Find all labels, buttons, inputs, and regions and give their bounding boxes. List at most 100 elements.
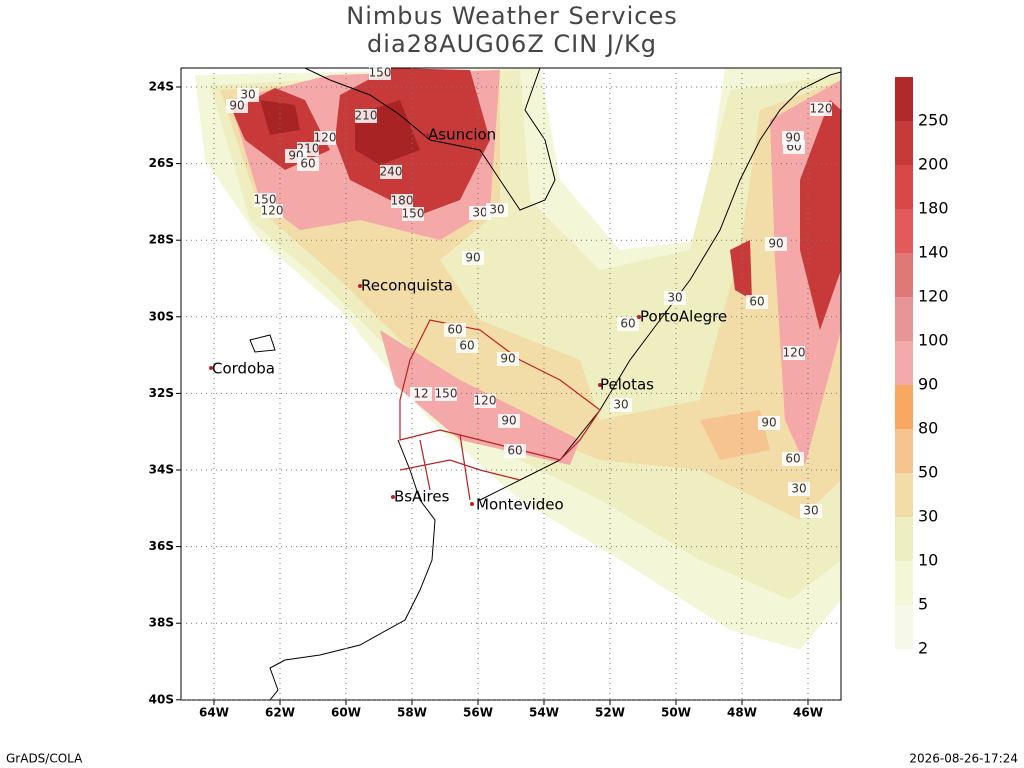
colorbar-box — [895, 77, 913, 121]
colorbar-box — [895, 209, 913, 253]
contour-label: 150 — [369, 66, 392, 80]
colorbar-box — [895, 253, 913, 297]
contour-label: 150 — [254, 193, 277, 207]
contour-label: 12 — [413, 387, 428, 401]
coastlines — [249, 68, 841, 700]
contour-label-bg — [435, 387, 457, 401]
lon-label: 48W — [727, 706, 757, 720]
contour-label-bg — [765, 237, 787, 251]
city-dot — [598, 383, 602, 387]
contour-label-bg — [800, 504, 822, 518]
colorbar-box — [895, 385, 913, 429]
contour-label: 90 — [465, 251, 480, 265]
lon-label: 60W — [331, 706, 361, 720]
lon-label: 62W — [265, 706, 295, 720]
colorbar-box — [895, 561, 913, 605]
contour-label-bg — [261, 204, 283, 218]
contour-label-bg — [254, 193, 276, 207]
title: Nimbus Weather Services — [346, 2, 677, 30]
colorbar-label: 100 — [918, 331, 949, 350]
subtitle: dia28AUG06Z CIN J/Kg — [367, 30, 657, 58]
footer-left: GrADS/COLA — [6, 752, 83, 766]
city-dot — [209, 366, 213, 370]
colorbar-box — [895, 605, 913, 649]
city-dot — [425, 133, 429, 137]
contour-label-bg — [782, 131, 804, 145]
contour-label-bg — [402, 207, 424, 221]
border — [399, 434, 521, 501]
lat-label: 28S — [149, 233, 174, 247]
colorbar-box — [895, 473, 913, 517]
lon-label: 56W — [463, 706, 493, 720]
contour-label: 90 — [501, 414, 516, 428]
lat-label: 32S — [149, 386, 174, 400]
contour-label-bg — [810, 102, 832, 116]
contour-label: 30 — [240, 88, 255, 102]
contour-label: 60 — [785, 452, 800, 466]
city-dot — [637, 315, 641, 319]
colorbar-label: 80 — [918, 419, 938, 438]
contour-label-bg — [617, 317, 639, 331]
colorbar-box — [895, 341, 913, 385]
contour-label-bg — [355, 109, 377, 123]
city-label: Cordoba — [212, 360, 275, 378]
contour-label-bg — [758, 416, 780, 430]
colorbar-label: 140 — [918, 243, 949, 262]
colorbar-label: 200 — [918, 155, 949, 174]
contour-label-bg — [610, 398, 632, 412]
contour-label-bg — [410, 387, 432, 401]
lon-label: 52W — [595, 706, 625, 720]
contour-label: 60 — [447, 323, 462, 337]
contour-label-bg — [314, 131, 336, 145]
contour-label: 60 — [507, 444, 522, 458]
city-dot — [358, 284, 362, 288]
lat-label: 36S — [149, 539, 174, 553]
colorbar-label: 2 — [918, 639, 928, 658]
city-label: Reconquista — [361, 277, 453, 295]
contour-label: 90 — [229, 99, 244, 113]
lat-label: 30S — [149, 309, 174, 323]
contour-label: 30 — [803, 504, 818, 518]
contour-label: 120 — [261, 204, 284, 218]
contour-label: 90 — [768, 237, 783, 251]
colorbar-box — [895, 517, 913, 561]
city-label: PortoAlegre — [640, 308, 727, 326]
city-dot — [470, 502, 474, 506]
contour-label: 240 — [380, 165, 403, 179]
contour-label-bg — [462, 251, 484, 265]
state-borders — [399, 319, 601, 501]
contour-label: 60 — [300, 157, 315, 171]
contour-label: 150 — [402, 207, 425, 221]
lat-label: 26S — [149, 156, 174, 170]
lon-label: 58W — [397, 706, 427, 720]
colorbar-label: 5 — [918, 595, 928, 614]
border — [399, 319, 601, 461]
contour-label-bg — [486, 203, 508, 217]
coastline — [479, 71, 841, 501]
lat-label: 34S — [149, 463, 174, 477]
contour-label-bg — [498, 414, 520, 428]
shade-250 — [260, 100, 420, 165]
colorbar-box — [895, 165, 913, 209]
colorbar-box — [895, 121, 913, 165]
city-dot — [391, 495, 395, 499]
contour-label: 150 — [435, 387, 458, 401]
lat-label: 38S — [149, 616, 174, 630]
contour-label: 120 — [314, 131, 337, 145]
contour-label-bg — [444, 323, 466, 337]
contour-label-bg — [456, 339, 478, 353]
colorbar-box — [895, 429, 913, 473]
contour-label: 120 — [474, 394, 497, 408]
contour-label: 60 — [749, 295, 764, 309]
colorbar-label: 10 — [918, 551, 938, 570]
contour-label-bg — [474, 394, 496, 408]
city-label: Asuncion — [428, 126, 496, 144]
border — [304, 68, 556, 211]
contour-label: 30 — [667, 291, 682, 305]
colorbar-label: 90 — [918, 375, 938, 394]
lon-label: 64W — [199, 706, 229, 720]
lat-label: 24S — [149, 80, 174, 94]
city-label: BsAires — [394, 488, 450, 506]
contour-label: 90 — [500, 352, 515, 366]
